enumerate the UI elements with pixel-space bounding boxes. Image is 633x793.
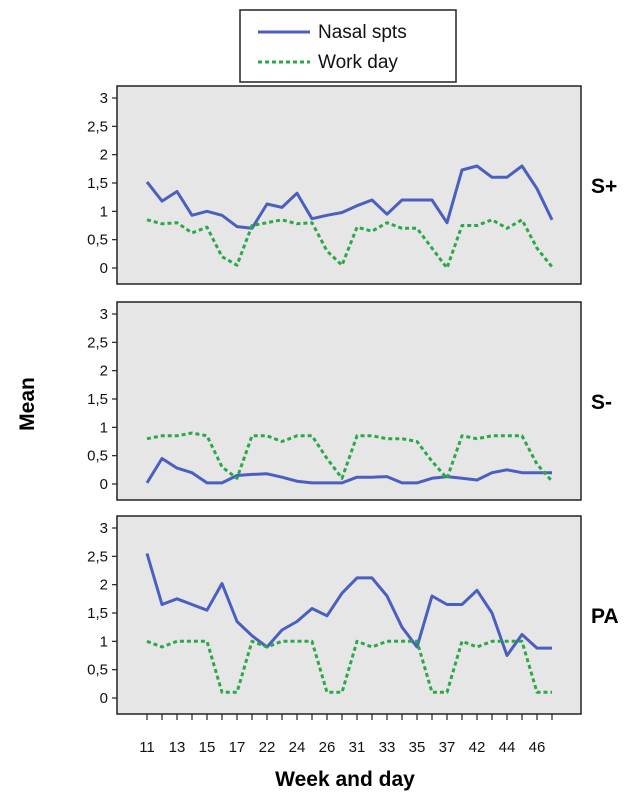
x-axis-title: Week and day — [275, 768, 415, 791]
y-tick-label: 2,5 — [87, 334, 108, 351]
y-tick-label: 0 — [100, 690, 108, 707]
legend-label-nasal: Nasal spts — [318, 22, 407, 43]
series-line-nasal-spts — [145, 164, 554, 230]
y-tick-label: 3 — [100, 306, 108, 323]
y-tick-label: 1 — [100, 633, 108, 650]
legend: Nasal spts Work day — [239, 9, 457, 83]
legend-box — [239, 9, 457, 83]
series-line-work-day — [146, 218, 554, 270]
panel-label: S- — [591, 391, 612, 414]
panel-pa: 0 0,5 1 1,5 2 2,5 3 PA — [87, 515, 619, 715]
panel-splus: 0 0,5 1 1,5 2 2,5 3 S+ — [87, 85, 617, 285]
x-tick-label: 26 — [319, 739, 336, 756]
y-tick-label: 2 — [100, 577, 108, 594]
panel-background — [116, 515, 582, 715]
x-axis: 11 13 15 17 22 24 26 31 33 35 37 42 44 46 — [139, 714, 553, 756]
panels: 0 0,5 1 1,5 2 2,5 3 S+ 0 0,5 1 1,5 2 2,5 3 S- 0 0,5 1 1,5 2 2… — [87, 85, 619, 715]
y-tick-label: 3 — [100, 90, 108, 107]
series-line-work-day — [146, 639, 552, 694]
x-tick-label: 11 — [139, 739, 155, 756]
x-tick-label: 33 — [379, 739, 396, 756]
legend-label-workday: Work day — [318, 52, 398, 73]
x-tick-label: 31 — [349, 739, 366, 756]
y-tick-label: 2,5 — [87, 548, 108, 565]
x-tick-label: 44 — [499, 739, 516, 756]
x-tick-label: 22 — [259, 739, 276, 756]
y-tick-label: 0 — [100, 476, 108, 493]
y-tick-label: 0,5 — [87, 232, 108, 249]
panel-sminus: 0 0,5 1 1,5 2 2,5 3 S- — [87, 301, 612, 501]
y-tick-label: 0,5 — [87, 662, 108, 679]
y-tick-label: 3 — [100, 520, 108, 537]
y-tick-label: 2 — [100, 147, 108, 164]
series-line-work-day — [146, 431, 554, 483]
y-tick-label: 1,5 — [87, 391, 108, 408]
x-tick-label: 24 — [289, 739, 306, 756]
panel-background — [116, 301, 582, 501]
y-tick-label: 2 — [100, 363, 108, 380]
x-tick-label: 13 — [169, 739, 186, 756]
panel-background — [116, 85, 582, 285]
y-tick-label: 1 — [100, 203, 108, 220]
panel-label: S+ — [591, 175, 617, 198]
x-tick-label: 35 — [409, 739, 426, 756]
y-tick-label: 0 — [100, 260, 108, 277]
x-tick-label: 15 — [199, 739, 216, 756]
series-line-nasal-spts — [145, 457, 552, 485]
y-tick-label: 1,5 — [87, 175, 108, 192]
x-tick-label: 46 — [529, 739, 546, 756]
y-tick-label: 1,5 — [87, 605, 108, 622]
x-tick-label: 37 — [439, 739, 456, 756]
panel-label: PA — [591, 605, 619, 628]
y-tick-label: 0,5 — [87, 448, 108, 465]
series-line-nasal-spts — [145, 553, 552, 657]
x-tick-label: 17 — [229, 739, 246, 756]
y-tick-label: 2,5 — [87, 118, 108, 135]
x-tick-label: 42 — [469, 739, 486, 756]
y-tick-label: 1 — [100, 419, 108, 436]
y-axis-title: Mean — [16, 377, 39, 431]
